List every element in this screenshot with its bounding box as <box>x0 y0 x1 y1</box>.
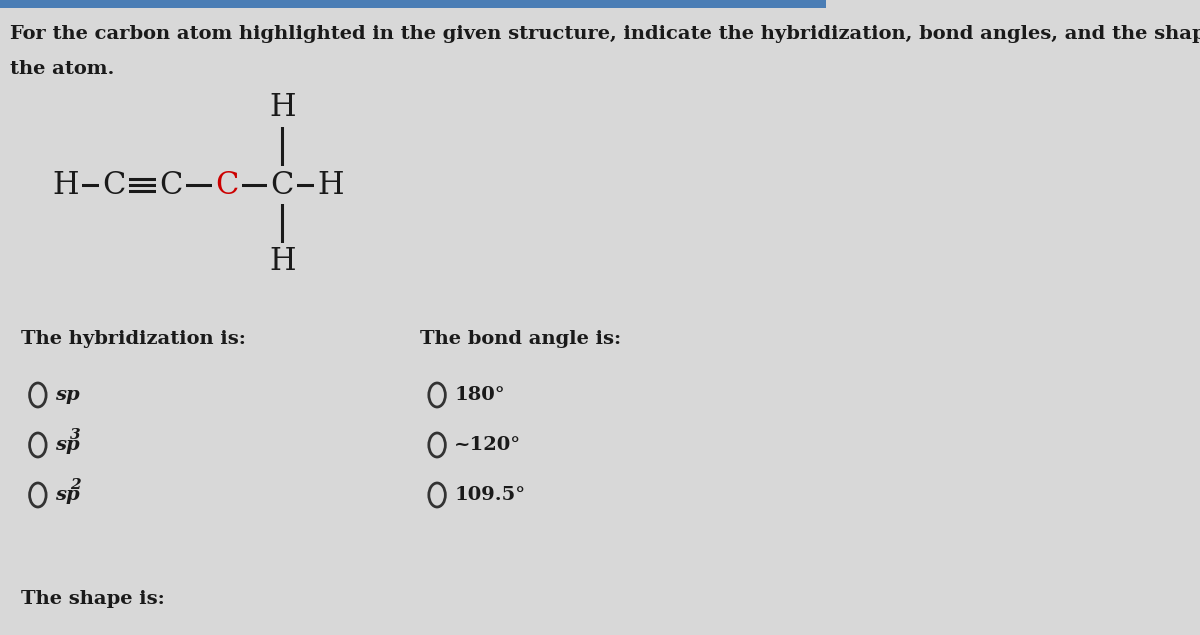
Text: sp: sp <box>55 386 79 404</box>
Text: 2: 2 <box>71 478 80 492</box>
Text: C: C <box>270 170 294 201</box>
Text: H: H <box>52 170 79 201</box>
Text: C: C <box>160 170 182 201</box>
Text: the atom.: the atom. <box>11 60 115 78</box>
Text: The shape is:: The shape is: <box>20 590 164 608</box>
Text: sp: sp <box>55 436 79 454</box>
Text: C: C <box>216 170 239 201</box>
Text: 3: 3 <box>71 428 80 442</box>
Text: For the carbon atom highlighted in the given structure, indicate the hybridizati: For the carbon atom highlighted in the g… <box>11 25 1200 43</box>
Text: 180°: 180° <box>455 386 505 404</box>
Text: ~120°: ~120° <box>455 436 522 454</box>
Bar <box>0 0 826 8</box>
Text: The hybridization is:: The hybridization is: <box>20 330 246 348</box>
Text: C: C <box>102 170 125 201</box>
Text: 109.5°: 109.5° <box>455 486 526 504</box>
Text: H: H <box>269 93 295 123</box>
Text: H: H <box>269 246 295 277</box>
Text: H: H <box>317 170 343 201</box>
Text: sp: sp <box>55 486 79 504</box>
Text: The bond angle is:: The bond angle is: <box>420 330 622 348</box>
